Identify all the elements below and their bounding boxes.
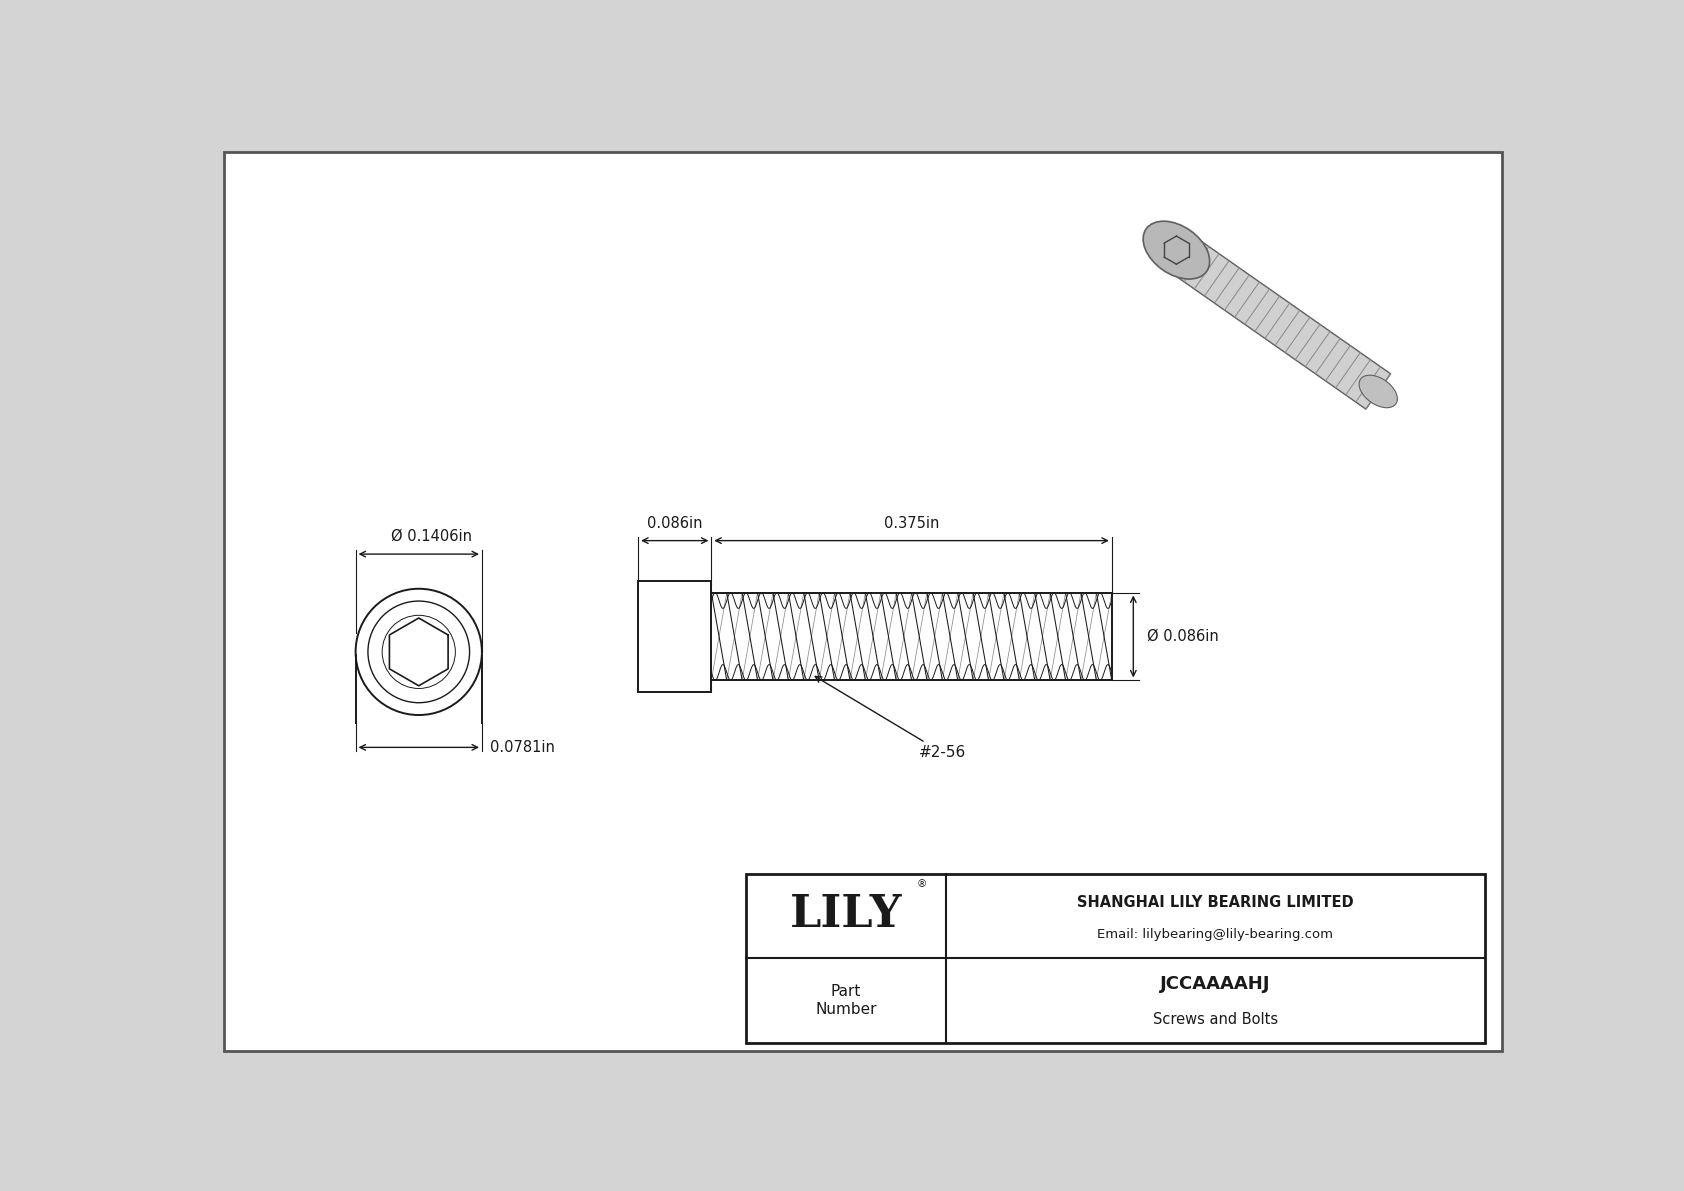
Text: Screws and Bolts: Screws and Bolts — [1154, 1012, 1278, 1027]
Circle shape — [355, 588, 482, 715]
Circle shape — [382, 616, 455, 688]
Text: Email: lilybearing@lily-bearing.com: Email: lilybearing@lily-bearing.com — [1098, 928, 1334, 941]
Text: JCCAAAAHJ: JCCAAAAHJ — [1160, 974, 1271, 993]
Text: 0.086in: 0.086in — [647, 516, 702, 531]
Text: Ø 0.1406in: Ø 0.1406in — [391, 529, 472, 544]
Ellipse shape — [1359, 375, 1398, 407]
Text: Ø 0.086in: Ø 0.086in — [1147, 629, 1219, 644]
Text: LILY: LILY — [790, 893, 903, 936]
Ellipse shape — [1143, 222, 1209, 279]
Text: 0.375in: 0.375in — [884, 516, 940, 531]
Circle shape — [367, 601, 470, 703]
Text: 0.0781in: 0.0781in — [490, 740, 554, 755]
Text: ®: ® — [916, 879, 926, 888]
Text: #2-56: #2-56 — [815, 676, 967, 760]
Text: Part
Number: Part Number — [815, 985, 877, 1017]
Polygon shape — [1164, 232, 1391, 410]
Bar — [746, 874, 1485, 1043]
Bar — [638, 581, 711, 692]
Text: SHANGHAI LILY BEARING LIMITED: SHANGHAI LILY BEARING LIMITED — [1078, 894, 1354, 910]
